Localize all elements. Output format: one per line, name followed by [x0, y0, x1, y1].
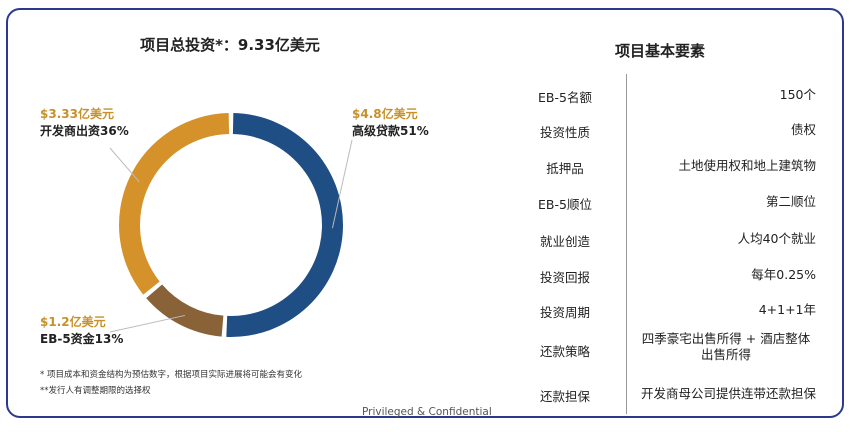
table-row-key: 投资性质 [539, 125, 590, 140]
chart-title: 项目总投资*：9.33亿美元 [140, 36, 320, 54]
table-divider [626, 74, 627, 414]
donut-slice-senior-loan [226, 113, 343, 337]
table-row-value: 150个 [779, 87, 816, 102]
slice-name: 开发商出资36% [40, 124, 129, 138]
table-row-key: EB-5名额 [538, 90, 592, 105]
donut-slice-developer [119, 113, 230, 295]
leader-line [331, 139, 353, 229]
slice-amount: $1.2亿美元 [40, 315, 106, 329]
slice-label-eb5: $1.2亿美元 EB-5资金13% [40, 314, 123, 348]
table-row-key: EB-5顺位 [538, 197, 592, 212]
leader-line [109, 314, 186, 333]
slice-name: EB-5资金13% [40, 332, 124, 346]
leader-line [109, 147, 140, 183]
table-row-key: 还款策略 [539, 344, 590, 359]
slice-amount: $4.8亿美元 [352, 107, 418, 121]
footnote-term: **发行人有调整期限的选择权 [40, 386, 151, 396]
table-row-key: 还款担保 [539, 389, 590, 404]
slice-label-senior-loan: $4.8亿美元 高级贷款51% [352, 106, 429, 140]
table-row-value: 四季豪宅出售所得 + 酒店整体出售所得 [641, 331, 811, 362]
table-row-value: 土地使用权和地上建筑物 [678, 158, 816, 173]
table-row-value: 债权 [790, 122, 816, 137]
table-row-key: 抵押品 [546, 161, 584, 176]
table-row-value: 人均40个就业 [737, 231, 816, 246]
table-title: 项目基本要素 [614, 42, 705, 60]
table-row-value: 每年0.25% [751, 267, 816, 282]
footnote-estimate: * 项目成本和资金结构为预估数字，根据项目实际进展将可能会有变化 [40, 370, 302, 380]
slide-frame [6, 8, 844, 418]
slice-name: 高级贷款51% [352, 124, 429, 138]
slice-label-developer: $3.33亿美元 开发商出资36% [40, 106, 129, 140]
table-row-key: 就业创造 [539, 234, 590, 249]
slice-amount: $3.33亿美元 [40, 107, 114, 121]
donut-slice-eb5 [146, 284, 224, 337]
table-row-key: 投资周期 [539, 305, 590, 320]
table-row-value: 4+1+1年 [758, 302, 816, 317]
table-row-key: 投资回报 [539, 270, 590, 285]
table-row-value: 开发商母公司提供连带还款担保 [640, 386, 816, 401]
table-row-value: 第二顺位 [765, 194, 816, 209]
confidential-notice: Privileged & Confidential [362, 406, 492, 418]
